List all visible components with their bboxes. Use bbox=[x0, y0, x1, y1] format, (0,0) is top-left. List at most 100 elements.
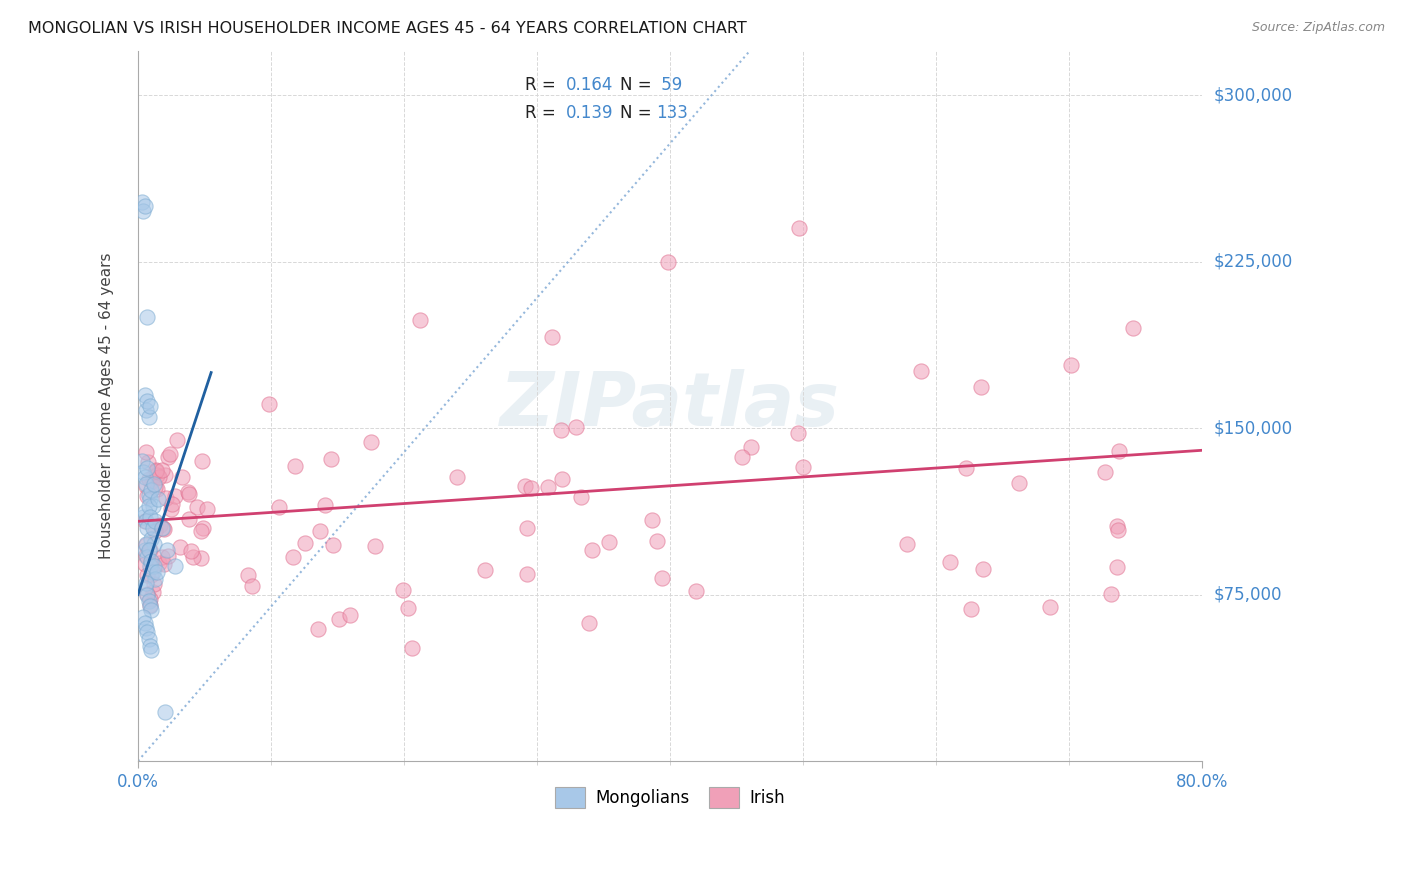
Point bbox=[153, 705, 176, 719]
Point bbox=[1105, 559, 1128, 574]
Point bbox=[136, 625, 159, 640]
Point bbox=[685, 584, 707, 599]
Point bbox=[134, 581, 156, 595]
Point bbox=[136, 521, 159, 535]
Point bbox=[135, 476, 157, 491]
Point bbox=[146, 492, 169, 507]
Point bbox=[141, 532, 163, 546]
Point bbox=[314, 498, 336, 512]
Point bbox=[138, 499, 160, 513]
Point bbox=[142, 470, 165, 484]
Point bbox=[156, 543, 179, 558]
Point bbox=[155, 491, 177, 505]
Text: ZIPatlas: ZIPatlas bbox=[501, 369, 841, 442]
Point bbox=[515, 479, 537, 493]
Point bbox=[267, 500, 290, 514]
Point bbox=[166, 434, 188, 448]
Point bbox=[141, 474, 163, 488]
Point bbox=[322, 538, 344, 552]
Point bbox=[551, 472, 574, 486]
Point bbox=[145, 566, 167, 580]
Point bbox=[138, 598, 160, 612]
Point bbox=[145, 463, 167, 477]
Point bbox=[156, 450, 179, 465]
Point bbox=[392, 582, 415, 597]
Point bbox=[150, 521, 173, 535]
Point bbox=[150, 549, 173, 564]
Point bbox=[641, 513, 664, 527]
Point bbox=[136, 461, 159, 475]
Point bbox=[165, 488, 187, 502]
Point bbox=[170, 469, 193, 483]
Point bbox=[910, 364, 932, 378]
Y-axis label: Householder Income Ages 45 - 64 years: Householder Income Ages 45 - 64 years bbox=[100, 252, 114, 559]
Point bbox=[136, 455, 159, 469]
Point bbox=[955, 461, 977, 475]
Point bbox=[146, 468, 169, 483]
Point bbox=[143, 480, 166, 494]
Point bbox=[143, 524, 166, 538]
Point bbox=[190, 550, 212, 565]
Point bbox=[134, 543, 156, 558]
Point bbox=[134, 388, 156, 402]
Point bbox=[1107, 523, 1129, 537]
Point bbox=[281, 549, 304, 564]
Point bbox=[240, 579, 263, 593]
Text: 0.164: 0.164 bbox=[565, 76, 613, 94]
Point bbox=[339, 607, 361, 622]
Point bbox=[138, 409, 160, 424]
Point bbox=[731, 450, 754, 464]
Point bbox=[537, 480, 560, 494]
Text: $300,000: $300,000 bbox=[1213, 87, 1292, 104]
Point bbox=[191, 453, 214, 467]
Point bbox=[1122, 321, 1144, 335]
Point bbox=[139, 509, 162, 524]
Text: N =: N = bbox=[620, 104, 657, 122]
Point bbox=[136, 394, 159, 409]
Point bbox=[578, 615, 600, 630]
Text: $225,000: $225,000 bbox=[1213, 252, 1292, 270]
Point bbox=[135, 445, 157, 459]
Point bbox=[159, 502, 181, 516]
Point bbox=[180, 544, 202, 558]
Point bbox=[186, 500, 208, 514]
Point bbox=[238, 568, 260, 582]
Point bbox=[141, 603, 163, 617]
Point bbox=[136, 489, 159, 503]
Point bbox=[257, 397, 280, 411]
Point bbox=[134, 505, 156, 519]
Point bbox=[959, 602, 981, 616]
Point bbox=[396, 600, 419, 615]
Point bbox=[939, 555, 962, 569]
Text: R =: R = bbox=[526, 76, 561, 94]
Point bbox=[141, 555, 163, 569]
Point bbox=[550, 424, 572, 438]
Point bbox=[970, 380, 993, 394]
Point bbox=[792, 459, 814, 474]
Point bbox=[520, 481, 543, 495]
Point bbox=[541, 330, 564, 344]
Point bbox=[132, 509, 155, 524]
Point bbox=[141, 554, 163, 568]
Point bbox=[190, 524, 212, 538]
Point bbox=[1105, 518, 1128, 533]
Point bbox=[131, 454, 153, 468]
Point bbox=[360, 435, 382, 450]
Point bbox=[141, 568, 163, 582]
Point bbox=[141, 643, 163, 657]
Point bbox=[132, 466, 155, 480]
Point bbox=[141, 483, 163, 498]
Point bbox=[148, 470, 170, 484]
Text: $150,000: $150,000 bbox=[1213, 419, 1292, 437]
Point bbox=[132, 609, 155, 624]
Point bbox=[177, 512, 200, 526]
Point bbox=[193, 521, 215, 535]
Point bbox=[972, 561, 994, 575]
Point bbox=[159, 447, 181, 461]
Point bbox=[143, 514, 166, 528]
Point bbox=[474, 564, 496, 578]
Point bbox=[645, 534, 668, 549]
Point bbox=[142, 521, 165, 535]
Point bbox=[139, 639, 162, 653]
Point bbox=[787, 221, 810, 235]
